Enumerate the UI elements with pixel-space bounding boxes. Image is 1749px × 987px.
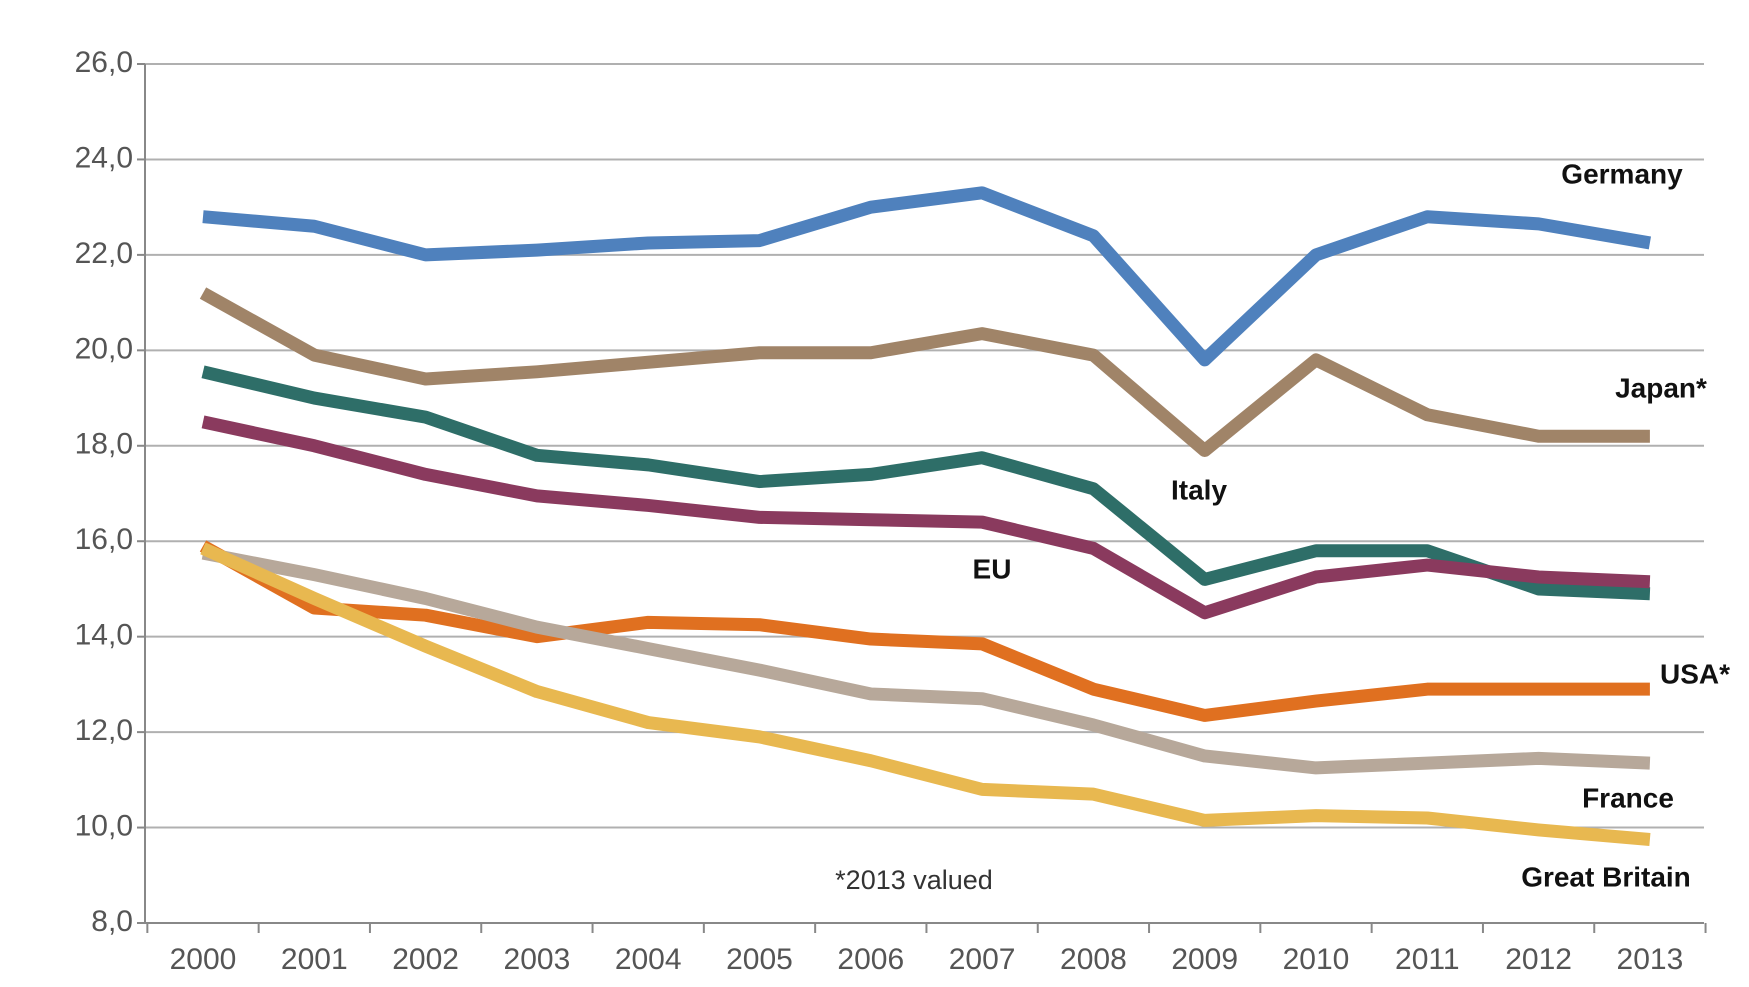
series-line (201, 365, 1651, 601)
y-tick-label: 20,0 (75, 332, 133, 365)
y-tick-label: 24,0 (75, 141, 133, 174)
x-tick-label: 2009 (1171, 943, 1238, 976)
x-tick-label: 2011 (1395, 943, 1460, 976)
x-tick-label: 2002 (392, 943, 459, 976)
series-line (199, 540, 1650, 722)
x-tick-label: 2008 (1060, 943, 1127, 976)
x-tick-label: 2000 (170, 943, 237, 976)
series-line (201, 546, 1651, 775)
y-tick-label: 12,0 (75, 714, 133, 747)
series-label: Great Britain (1521, 861, 1691, 892)
x-tick-label: 2004 (615, 943, 682, 976)
series-label: Japan* (1615, 372, 1707, 403)
series-label: USA* (1660, 658, 1730, 689)
y-tick-label: 10,0 (75, 809, 133, 842)
x-tick-label: 2001 (281, 943, 348, 976)
y-tick-label: 26,0 (75, 46, 133, 79)
series-label: Italy (1171, 474, 1227, 505)
series-line (199, 287, 1650, 458)
x-tick-label: 2005 (726, 943, 793, 976)
y-tick-label: 22,0 (75, 237, 133, 270)
series-label: France (1582, 782, 1674, 813)
series-line (202, 186, 1651, 367)
y-tick-label: 8,0 (91, 905, 133, 938)
x-tick-label: 2006 (837, 943, 904, 976)
series-line (200, 542, 1651, 846)
x-tick-label: 2007 (949, 943, 1016, 976)
series-label: Germany (1561, 158, 1683, 189)
x-tick-label: 2003 (504, 943, 571, 976)
series-line (201, 415, 1651, 620)
y-tick-label: 16,0 (75, 523, 133, 556)
series-label: EU (973, 553, 1012, 584)
x-tick-label: 2013 (1617, 943, 1684, 976)
x-tick-label: 2010 (1283, 943, 1350, 976)
x-tick-label: 2012 (1505, 943, 1572, 976)
annotation: *2013 valued (835, 865, 993, 895)
y-tick-label: 18,0 (75, 428, 133, 461)
y-tick-label: 14,0 (75, 619, 133, 652)
